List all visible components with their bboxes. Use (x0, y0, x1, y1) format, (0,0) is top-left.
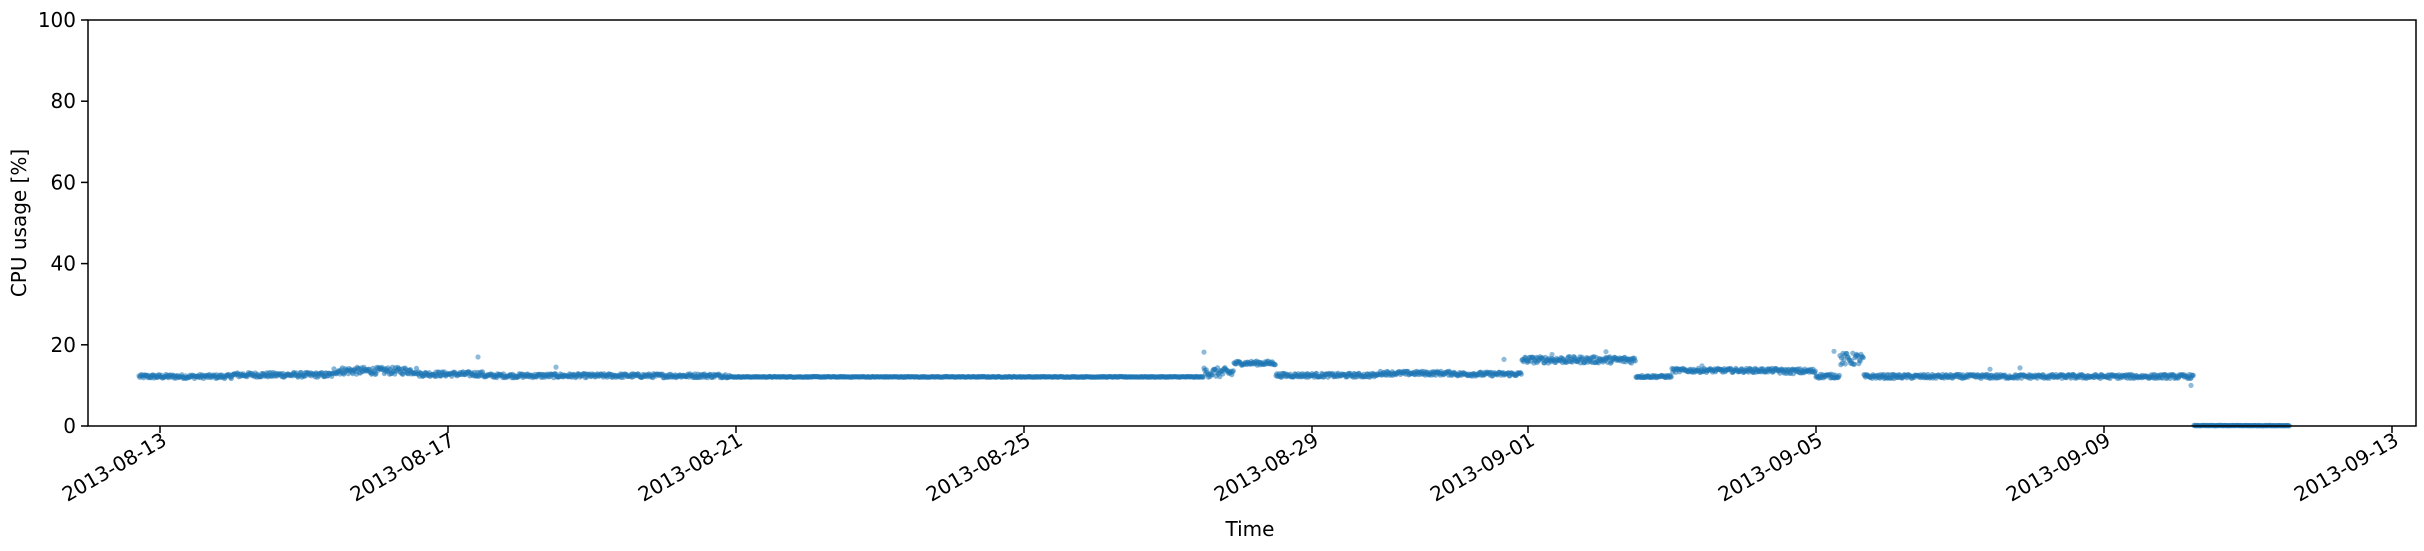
outlier-point (1699, 363, 1705, 369)
data-point (1841, 356, 1847, 363)
data-point (1812, 368, 1818, 374)
y-tick-label: 20 (51, 333, 76, 357)
data-point (1851, 361, 1857, 367)
data-point (1272, 362, 1278, 368)
data-point (1860, 355, 1866, 361)
data-point (2190, 372, 2196, 378)
y-tick-label: 40 (51, 252, 76, 276)
y-tick-label: 0 (63, 414, 76, 438)
data-point (1632, 358, 1638, 364)
data-point (1230, 368, 1236, 374)
outlier-point (553, 364, 559, 370)
y-tick-label: 80 (51, 89, 76, 113)
outlier-point (2188, 382, 2194, 388)
outlier-point (1831, 348, 1837, 354)
data-point (1518, 371, 1524, 377)
outlier-point (1987, 366, 1993, 372)
y-axis: 0 20 40 60 80 100 (38, 8, 88, 438)
data-point (1220, 371, 1226, 377)
data-point (1842, 361, 1848, 367)
data-point (1836, 372, 1842, 378)
plot-frame (87, 19, 2417, 427)
data-points (136, 348, 2292, 429)
outlier-point (475, 354, 481, 360)
outlier-point (1549, 351, 1555, 358)
outlier-point (1501, 356, 1507, 362)
data-point (1668, 374, 1674, 380)
outlier-point (1603, 349, 1609, 355)
data-point (331, 366, 337, 372)
y-tick-label: 100 (38, 8, 76, 32)
x-axis-title: Time (1225, 517, 1275, 541)
outlier-point (2017, 365, 2023, 371)
data-point (413, 365, 420, 371)
y-axis-title: CPU usage [%] (7, 149, 31, 297)
outlier-point (1201, 349, 1207, 355)
y-tick-label: 60 (51, 170, 76, 194)
